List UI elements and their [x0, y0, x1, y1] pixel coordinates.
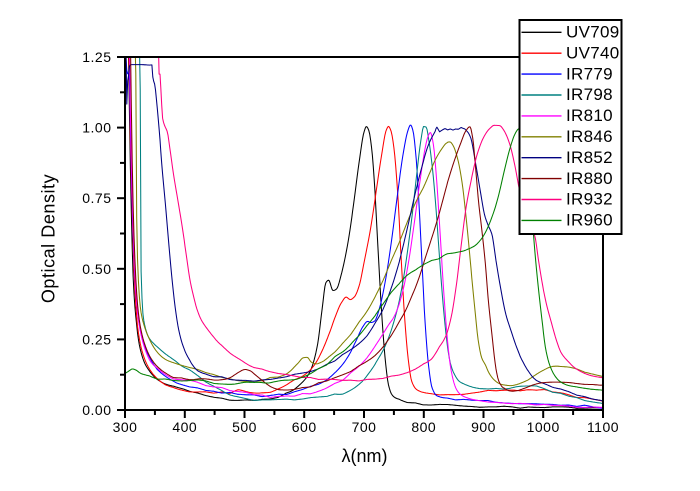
- svg-text:IR932: IR932: [566, 190, 613, 209]
- svg-text:400: 400: [172, 419, 197, 435]
- svg-text:600: 600: [292, 419, 317, 435]
- svg-text:UV709: UV709: [566, 23, 619, 42]
- svg-text:300: 300: [113, 419, 138, 435]
- svg-text:UV740: UV740: [566, 43, 619, 62]
- svg-text:IR798: IR798: [566, 85, 613, 104]
- svg-text:IR779: IR779: [566, 64, 613, 83]
- svg-text:0.00: 0.00: [82, 402, 111, 418]
- svg-text:IR960: IR960: [566, 211, 613, 230]
- svg-text:0.50: 0.50: [82, 261, 111, 277]
- svg-text:Optical Density: Optical Density: [39, 174, 59, 303]
- svg-text:1.00: 1.00: [82, 120, 111, 136]
- svg-text:500: 500: [232, 419, 257, 435]
- svg-text:IR846: IR846: [566, 127, 613, 146]
- svg-text:900: 900: [471, 419, 496, 435]
- svg-text:1.25: 1.25: [82, 49, 111, 65]
- svg-text:0.25: 0.25: [82, 331, 111, 347]
- svg-text:1000: 1000: [527, 419, 560, 435]
- svg-text:0.75: 0.75: [82, 190, 111, 206]
- svg-text:800: 800: [411, 419, 436, 435]
- svg-text:1100: 1100: [587, 419, 619, 435]
- svg-text:IR852: IR852: [566, 148, 613, 167]
- svg-text:IR880: IR880: [566, 169, 613, 188]
- svg-text:IR810: IR810: [566, 106, 613, 125]
- svg-text:700: 700: [352, 419, 377, 435]
- svg-text:λ(nm): λ(nm): [342, 446, 388, 466]
